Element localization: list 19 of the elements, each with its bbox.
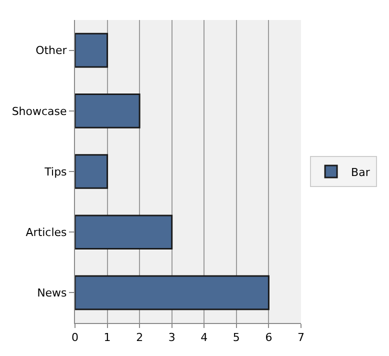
bar	[75, 32, 108, 68]
x-tick-label: 7	[298, 331, 304, 344]
x-tick-label: 5	[232, 331, 240, 344]
y-tick-label: Tips	[44, 165, 68, 178]
x-tick-label: 1	[104, 331, 111, 344]
x-tick-label: 4	[200, 331, 208, 344]
x-tick-label: 0	[72, 331, 78, 344]
bar	[75, 214, 173, 250]
bar	[75, 93, 140, 128]
x-tick-label: 3	[168, 331, 176, 344]
y-tick-label: Other	[36, 44, 68, 58]
y-tick-label: News	[37, 286, 68, 300]
x-tick-label: 2	[136, 331, 144, 344]
bar	[75, 154, 108, 189]
legend-label: Bar	[351, 166, 370, 179]
y-tick-label: Showcase	[12, 104, 68, 118]
bar	[75, 275, 270, 310]
x-tick-label: 6	[265, 331, 272, 344]
y-tick-label: Articles	[26, 226, 68, 239]
